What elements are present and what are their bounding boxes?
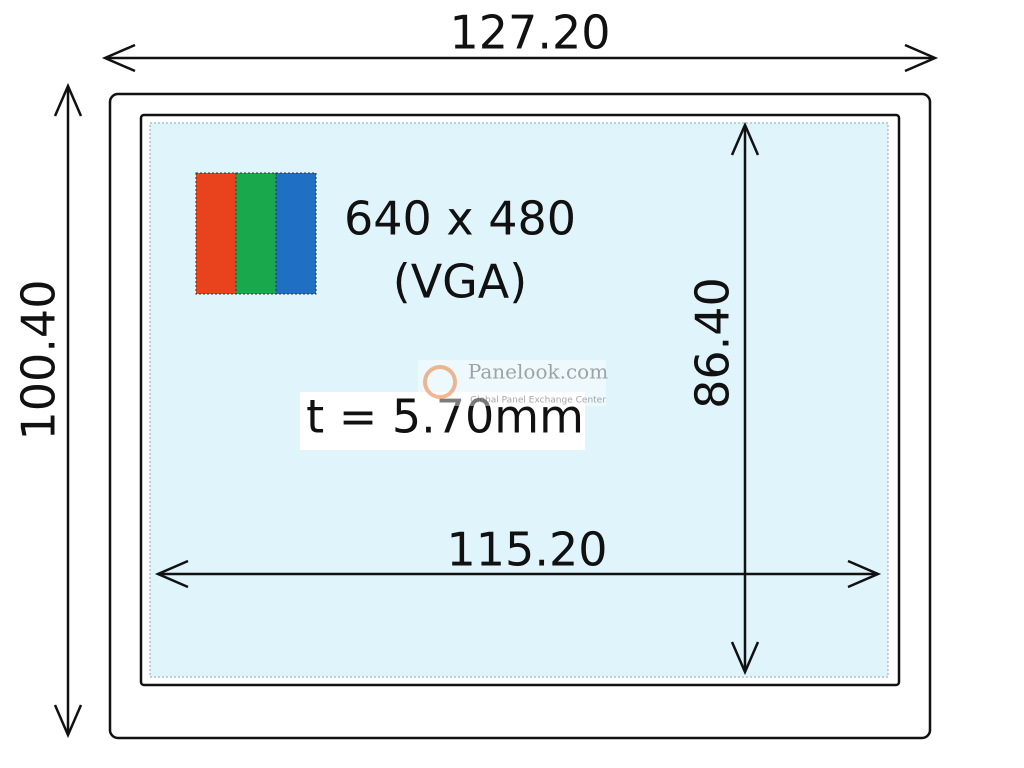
inner-outline <box>139 113 901 687</box>
blue-subpixel <box>275 172 317 295</box>
watermark: Panelook.com Global Panel Exchange Cente… <box>418 360 608 406</box>
outer-outline <box>108 92 932 740</box>
arrowhead <box>154 559 189 589</box>
green-subpixel <box>235 172 277 295</box>
watermark-site: Panelook.com <box>468 360 608 384</box>
arrowhead <box>53 704 83 739</box>
watermark-tagline: Global Panel Exchange Center <box>470 396 606 406</box>
watermark-bg <box>418 360 606 406</box>
active-width-label: 115.20 <box>447 523 608 577</box>
arrowhead <box>847 559 882 589</box>
resolution-pixels: 640 x 480 <box>344 192 576 246</box>
thickness: t = 5.70mm <box>306 390 584 444</box>
watermark-logo <box>423 365 457 399</box>
arrowhead <box>730 641 760 676</box>
active-height-label: 86.40 <box>686 277 740 409</box>
thickness-box <box>300 392 585 450</box>
red-subpixel <box>195 172 237 295</box>
arrowhead <box>101 43 136 73</box>
outer-width-label: 127.20 <box>450 6 611 60</box>
arrowhead <box>904 43 939 73</box>
arrowhead <box>53 82 83 117</box>
arrowhead <box>730 121 760 156</box>
resolution-name: (VGA) <box>393 255 527 309</box>
outer-height-label: 100.40 <box>12 280 66 441</box>
